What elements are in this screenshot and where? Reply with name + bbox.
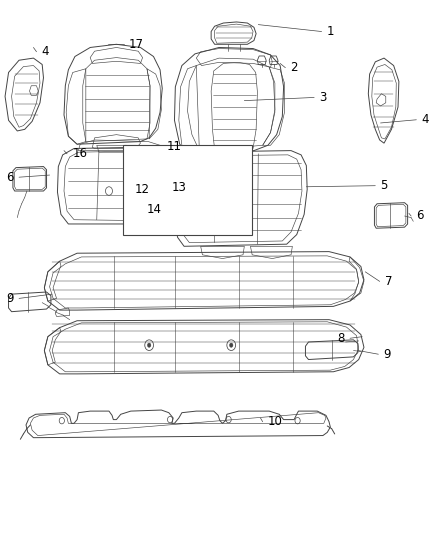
- Text: 14: 14: [146, 203, 161, 215]
- Text: 7: 7: [385, 275, 392, 288]
- Text: 3: 3: [319, 91, 327, 104]
- Polygon shape: [125, 189, 240, 219]
- Text: 2: 2: [290, 61, 298, 74]
- Text: 8: 8: [337, 332, 345, 345]
- Text: 16: 16: [72, 147, 87, 160]
- Circle shape: [230, 343, 233, 348]
- Text: 6: 6: [6, 171, 14, 184]
- Circle shape: [148, 343, 151, 348]
- Text: 1: 1: [327, 25, 334, 38]
- Text: 6: 6: [417, 209, 424, 222]
- Text: 12: 12: [135, 183, 150, 196]
- Text: 13: 13: [172, 181, 187, 195]
- Text: 17: 17: [129, 38, 144, 51]
- Text: 9: 9: [6, 292, 14, 305]
- Text: 4: 4: [422, 114, 429, 126]
- Text: 11: 11: [166, 140, 182, 153]
- Text: 9: 9: [384, 348, 391, 361]
- Text: 10: 10: [268, 415, 283, 428]
- Bar: [123, 146, 252, 235]
- Text: 5: 5: [381, 179, 388, 192]
- Text: 4: 4: [42, 45, 49, 58]
